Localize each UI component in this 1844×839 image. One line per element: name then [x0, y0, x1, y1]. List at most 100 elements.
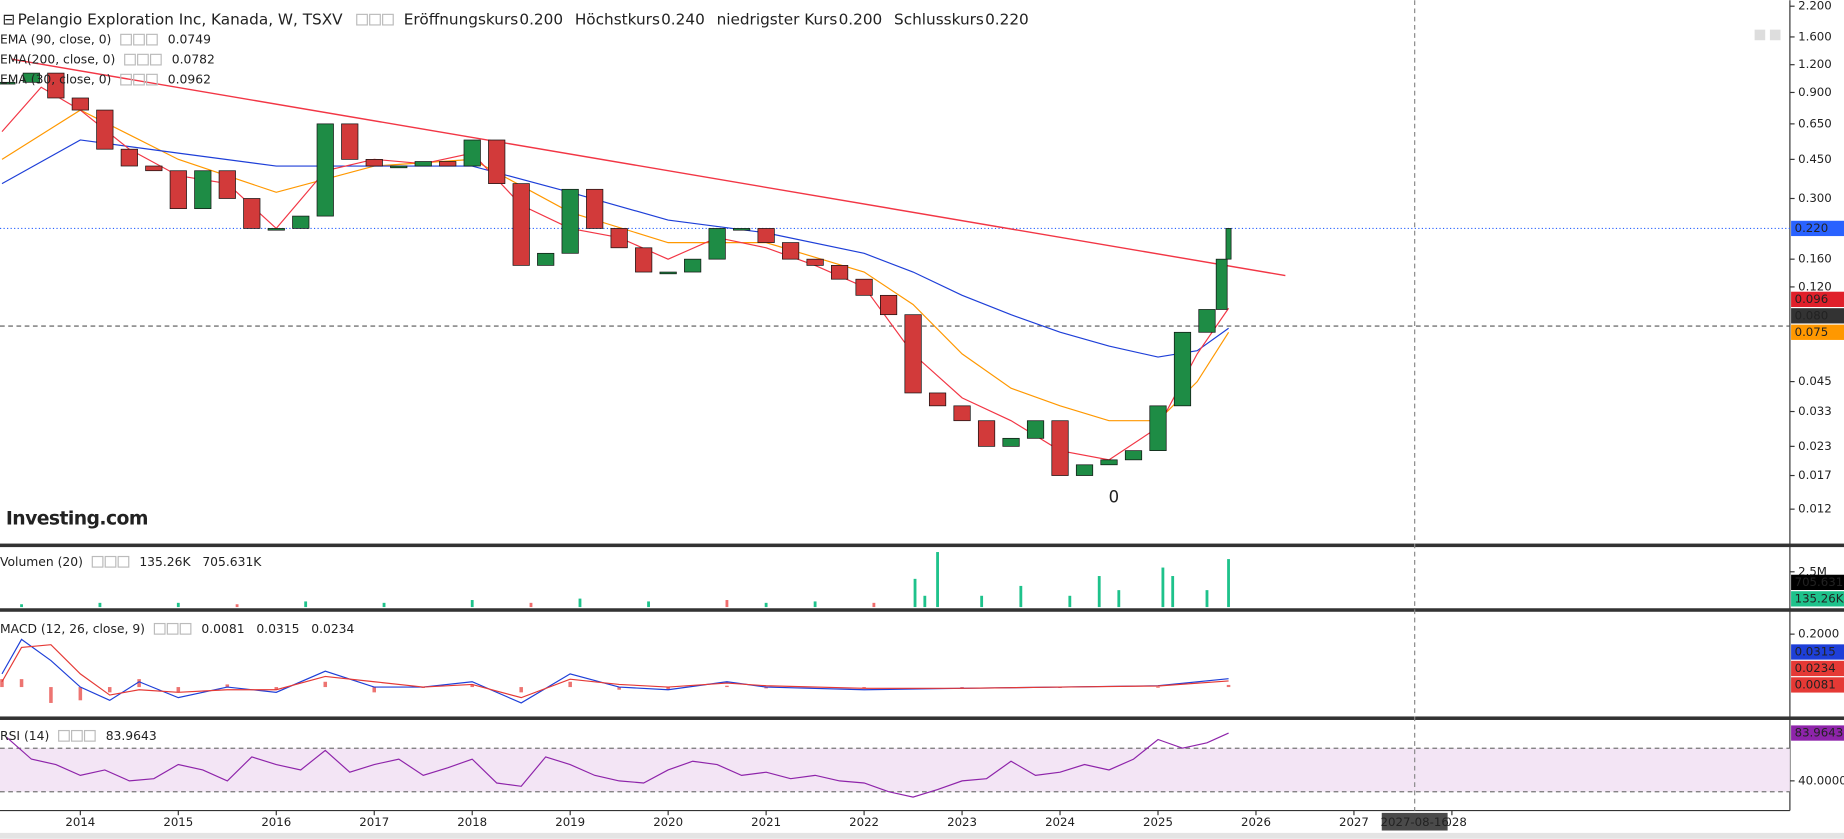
legend-icon	[137, 53, 149, 66]
ohlc-value: 0.200	[839, 11, 883, 29]
candle	[1149, 405, 1167, 452]
legend-icon	[58, 729, 70, 742]
volume-bar	[304, 601, 308, 608]
legend-icon	[71, 729, 83, 742]
candle	[1173, 331, 1192, 407]
candle	[782, 242, 800, 260]
y-tick-label: 1.600	[1798, 29, 1832, 43]
candle	[684, 258, 702, 273]
volume-bar	[923, 595, 927, 608]
candle	[1002, 437, 1020, 447]
volume-bar	[913, 578, 917, 608]
volume-bar	[176, 602, 180, 608]
x-tick-label: 2016	[261, 815, 291, 829]
ohlc-name: Eröffnungskurs	[404, 11, 518, 29]
candle	[855, 278, 873, 296]
ohlc-value: 0.200	[519, 11, 563, 29]
trendline	[11, 58, 1286, 277]
macd-histogram-bar	[0, 679, 4, 688]
macd-histogram-bar	[960, 687, 964, 689]
candle	[439, 161, 457, 167]
ohlc-value: 0.240	[661, 11, 705, 29]
macd-histogram-bar	[470, 684, 474, 688]
x-tick-label: 2025	[1143, 815, 1173, 829]
candle	[1225, 228, 1232, 260]
macd-histogram-bar	[862, 687, 866, 689]
volume-bar	[1019, 585, 1023, 608]
indicator-line	[1, 644, 1229, 699]
price-marker-label: 0.080	[1795, 308, 1829, 322]
candle	[316, 123, 334, 217]
collapse-icon[interactable]: ⊟	[2, 11, 15, 29]
candle	[341, 123, 359, 160]
volume-bar	[529, 602, 533, 608]
y-tick-label: 0.2000	[1798, 627, 1839, 641]
price-marker	[1791, 644, 1844, 660]
volume-bar	[764, 602, 768, 608]
y-tick-label: 0.033	[1798, 404, 1832, 418]
price-marker	[1791, 677, 1844, 693]
legend-icon	[91, 555, 104, 568]
macd-histogram-bar	[725, 685, 729, 688]
legend-value: 0.0234	[311, 622, 354, 636]
legend-name: EMA (30, close, 0)	[0, 73, 111, 87]
panel-button[interactable]	[1754, 29, 1766, 41]
x-tick-label: 2022	[849, 815, 879, 829]
candle	[0, 81, 16, 85]
candle	[120, 148, 138, 167]
macd-histogram-bar	[323, 681, 328, 688]
candle	[610, 228, 628, 249]
panel-button[interactable]	[1769, 29, 1781, 41]
y-tick-label: 0.045	[1798, 374, 1832, 388]
candle	[1124, 450, 1143, 461]
legend-icon	[166, 622, 179, 635]
price-marker	[1791, 220, 1844, 237]
price-marker	[1791, 591, 1844, 607]
volume-bar	[872, 602, 876, 608]
x-tick-label: 2020	[653, 815, 683, 829]
y-tick-label: 0.650	[1798, 116, 1832, 130]
legend-value: 135.26K	[139, 555, 191, 569]
volume-bar	[1117, 590, 1121, 608]
volume-bar	[1171, 576, 1175, 608]
macd-histogram-bar	[225, 684, 230, 688]
candle	[145, 165, 163, 172]
price-marker	[1791, 725, 1844, 741]
x-tick-label: 2019	[555, 815, 585, 829]
candle	[635, 247, 653, 273]
macd-histogram-bar	[666, 687, 670, 690]
crosshair-label: 2027-08-16	[1381, 815, 1449, 829]
x-tick-label: 2018	[457, 815, 487, 829]
legend-name: EMA (90, close, 0)	[0, 33, 111, 47]
legend-icon	[120, 33, 132, 46]
logo: Investing.com	[6, 508, 148, 529]
candle	[194, 170, 212, 210]
panel-title: RSI (14)	[0, 729, 49, 743]
price-marker	[1791, 291, 1844, 307]
macd-histogram-bar	[176, 687, 181, 693]
legend-icon	[124, 53, 136, 66]
candle	[1100, 459, 1118, 466]
x-tick-label: 2023	[947, 815, 977, 829]
x-tick-label: 2021	[751, 815, 781, 829]
scrollbar[interactable]	[0, 832, 1844, 839]
candle	[806, 258, 824, 266]
y-tick-label: 40.0000	[1798, 773, 1844, 787]
volume-bar	[470, 600, 474, 608]
legend-icon	[382, 13, 394, 26]
legend-value: 0.0962	[168, 73, 211, 87]
macd-histogram-bar	[19, 679, 24, 688]
ema-line	[1, 139, 1229, 358]
volume-bar	[725, 600, 729, 608]
indicator-line	[6, 732, 1229, 798]
price-marker	[1791, 574, 1844, 591]
x-tick-label: 2015	[163, 815, 193, 829]
macd-histogram-bar	[1226, 684, 1231, 688]
x-tick-label: 2027	[1339, 815, 1369, 829]
candle	[96, 109, 114, 150]
price-marker-label: 83.9643	[1795, 726, 1844, 740]
legend-icon	[356, 13, 368, 26]
candle	[928, 392, 947, 407]
price-marker	[1791, 324, 1844, 340]
